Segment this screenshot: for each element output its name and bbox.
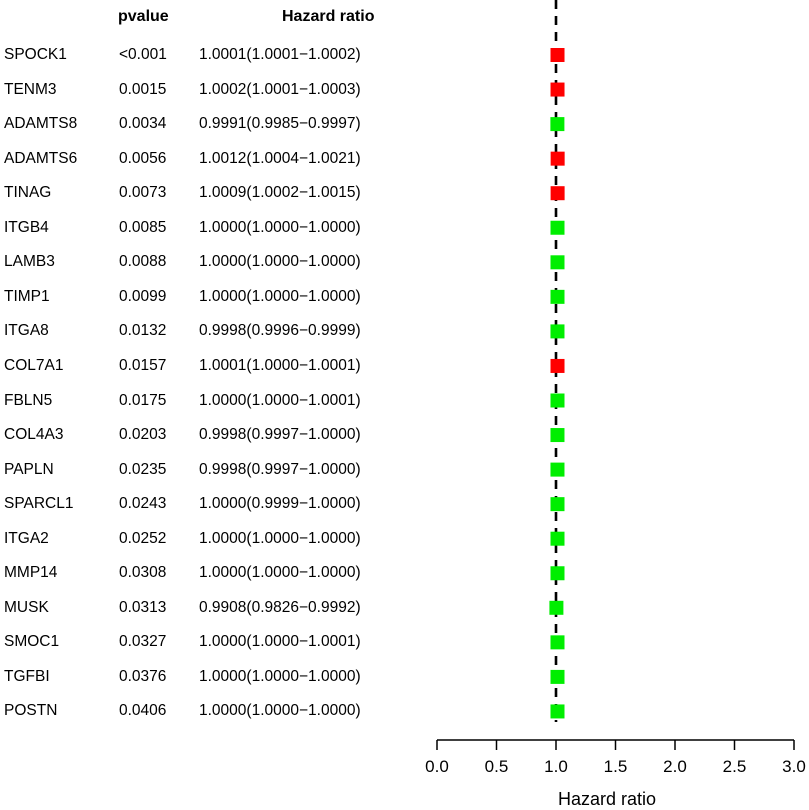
pvalue-cell: 0.0056	[119, 149, 167, 167]
gene-label: ITGA8	[4, 322, 49, 340]
gene-label: SPARCL1	[4, 495, 74, 513]
hazard-ratio-cell: 1.0000(1.0000−1.0000)	[199, 253, 361, 271]
pvalue-cell: 0.0088	[119, 253, 167, 271]
hazard-ratio-marker	[550, 531, 565, 546]
hazard-ratio-cell: 1.0012(1.0004−1.0021)	[199, 149, 361, 167]
pvalue-cell: 0.0073	[119, 184, 167, 202]
hazard-ratio-cell: 1.0000(1.0000−1.0001)	[199, 633, 361, 651]
pvalue-cell: <0.001	[119, 46, 167, 63]
pvalue-cell: 0.0327	[119, 633, 167, 651]
x-tick-label: 3.0	[782, 757, 806, 776]
hazard-ratio-marker	[550, 704, 565, 719]
hazard-ratio-marker	[550, 669, 565, 684]
hazard-ratio-cell: 0.9998(0.9996−0.9999)	[199, 322, 361, 340]
pvalue-cell: 0.0175	[119, 391, 167, 409]
pvalue-cell: 0.0243	[119, 495, 167, 513]
hazard-ratio-cell: 0.9991(0.9985−0.9997)	[199, 115, 361, 133]
pvalue-cell: 0.0085	[119, 218, 167, 236]
hazard-ratio-marker	[550, 358, 565, 373]
gene-label: SMOC1	[4, 633, 60, 651]
hazard-ratio-marker	[550, 428, 565, 443]
pvalue-column-header: pvalue	[118, 8, 169, 25]
hazard-ratio-marker	[550, 186, 565, 201]
gene-label: TINAG	[4, 184, 52, 202]
gene-label: PAPLN	[4, 460, 54, 478]
pvalue-cell: 0.0252	[119, 529, 167, 547]
hazard-ratio-marker	[550, 48, 565, 62]
hazard-ratio-marker	[550, 635, 565, 650]
x-tick-label: 2.5	[723, 757, 747, 776]
gene-label: COL4A3	[4, 426, 64, 444]
hazard-ratio-cell: 0.9998(0.9997−1.0000)	[199, 460, 361, 478]
hazard-ratio-cell: 1.0000(1.0000−1.0001)	[199, 391, 361, 409]
hazard-ratio-marker	[549, 600, 564, 615]
hazard-ratio-marker	[550, 255, 565, 270]
hazard-ratio-marker	[550, 324, 565, 339]
x-tick-label: 2.0	[663, 757, 687, 776]
gene-label: MUSK	[4, 598, 49, 616]
hazard-ratio-cell: 1.0000(1.0000−1.0000)	[199, 564, 361, 582]
hazard-ratio-marker	[550, 151, 565, 166]
hazard-ratio-marker	[550, 393, 565, 408]
hazard-ratio-marker	[550, 289, 565, 304]
pvalue-cell: 0.0203	[119, 426, 167, 444]
gene-label: ITGA2	[4, 529, 49, 547]
hazard-ratio-marker	[550, 82, 565, 97]
hazard-ratio-cell: 1.0009(1.0002−1.0015)	[199, 184, 361, 202]
hazard-ratio-cell: 1.0000(1.0000−1.0000)	[199, 287, 361, 305]
hazard-ratio-cell: 1.0000(0.9999−1.0000)	[199, 495, 361, 513]
gene-label: ITGB4	[4, 218, 49, 236]
pvalue-cell: 0.0406	[119, 702, 167, 720]
hazard-ratio-cell: 1.0002(1.0001−1.0003)	[199, 80, 361, 98]
hazard-ratio-marker	[550, 497, 565, 512]
hazard-ratio-cell: 1.0000(1.0000−1.0000)	[199, 702, 361, 720]
pvalue-cell: 0.0034	[119, 115, 167, 133]
hazard-ratio-cell: 1.0001(1.0000−1.0001)	[199, 356, 361, 374]
pvalue-cell: 0.0308	[119, 564, 167, 582]
hazard-ratio-cell: 1.0000(1.0000−1.0000)	[199, 218, 361, 236]
hazard-ratio-cell: 0.9998(0.9997−1.0000)	[199, 426, 361, 444]
gene-label: TENM3	[4, 80, 57, 98]
hazard-ratio-cell: 1.0000(1.0000−1.0000)	[199, 667, 361, 685]
pvalue-cell: 0.0157	[119, 356, 167, 374]
x-tick-label: 1.0	[544, 757, 568, 776]
pvalue-cell: 0.0132	[119, 322, 167, 340]
hazard-ratio-marker	[550, 566, 565, 581]
hazard-ratio-cell: 0.9908(0.9826−0.9992)	[199, 598, 361, 616]
gene-label: ADAMTS6	[4, 149, 78, 167]
hazard-ratio-marker	[550, 462, 565, 477]
gene-label: COL7A1	[4, 356, 64, 374]
hazard-ratio-marker	[550, 117, 565, 132]
x-axis-label: Hazard ratio	[558, 789, 657, 809]
pvalue-cell: 0.0313	[119, 598, 167, 616]
x-tick-label: 0.5	[485, 757, 509, 776]
hazard-ratio-column-header: Hazard ratio	[282, 8, 375, 25]
hazard-ratio-marker	[550, 220, 565, 235]
pvalue-cell: 0.0235	[119, 460, 167, 478]
pvalue-cell: 0.0015	[119, 80, 167, 98]
gene-label: ADAMTS8	[4, 115, 78, 133]
pvalue-cell: 0.0099	[119, 287, 167, 305]
x-tick-label: 0.0	[425, 757, 449, 776]
hazard-ratio-cell: 1.0000(1.0000−1.0000)	[199, 529, 361, 547]
x-tick-label: 1.5	[604, 757, 628, 776]
gene-label: TGFBI	[4, 667, 50, 685]
gene-label: TIMP1	[4, 287, 50, 305]
gene-label: FBLN5	[4, 391, 53, 409]
pvalue-cell: 0.0376	[119, 667, 167, 685]
gene-label: POSTN	[4, 702, 58, 720]
gene-label: MMP14	[4, 564, 58, 582]
hazard-ratio-cell: 1.0001(1.0001−1.0002)	[199, 46, 361, 63]
gene-label: LAMB3	[4, 253, 55, 271]
gene-label: SPOCK1	[4, 46, 67, 63]
